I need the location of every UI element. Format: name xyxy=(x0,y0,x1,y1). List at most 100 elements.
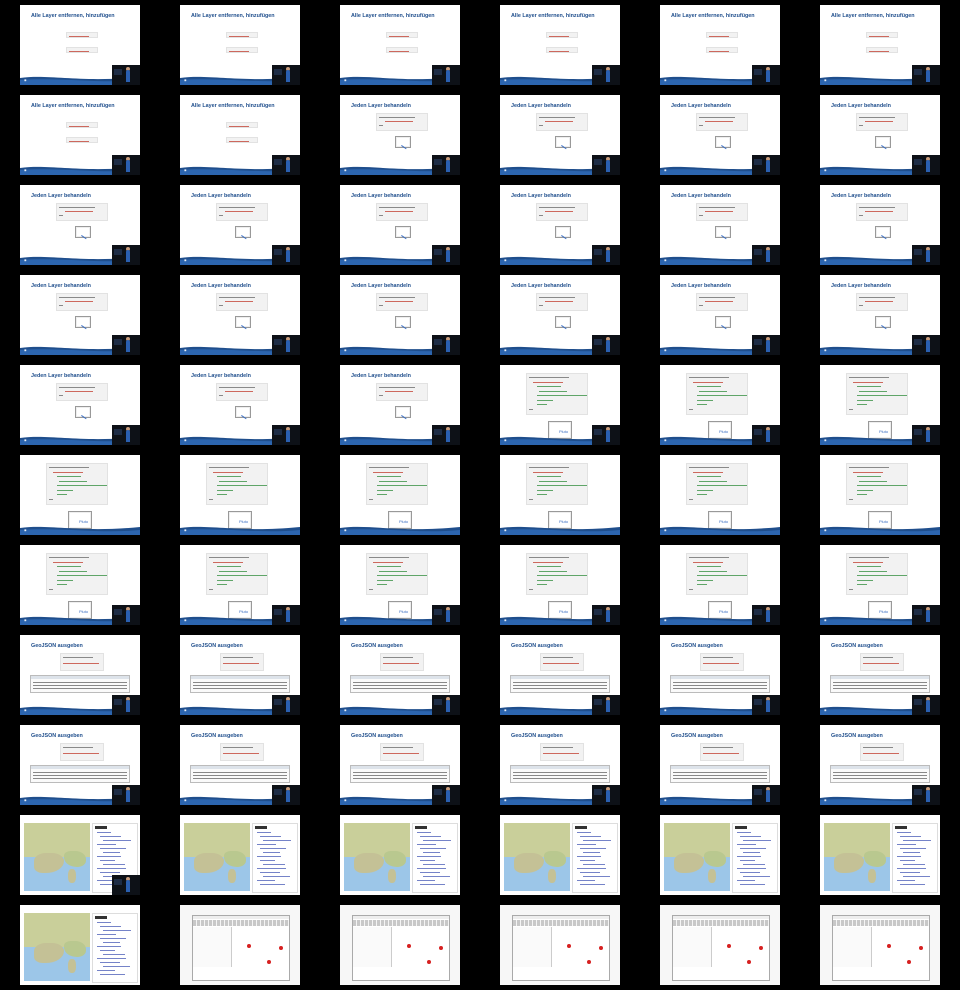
slide-thumbnail[interactable]: Jeden Layer behandeln ◉ xyxy=(180,365,300,445)
slide-thumbnail[interactable]: Pluto ◉ xyxy=(180,455,300,535)
slide-thumbnail[interactable]: Jeden Layer behandeln ◉ xyxy=(820,185,940,265)
slide-thumbnail[interactable]: Jeden Layer behandeln ◉ xyxy=(340,185,460,265)
code-line xyxy=(859,570,887,572)
slide-thumbnail[interactable]: Jeden Layer behandeln ◉ xyxy=(340,365,460,445)
speaker-person xyxy=(926,700,930,712)
slide-thumbnail[interactable]: Pluto ◉ xyxy=(660,455,780,535)
speaker-head xyxy=(926,247,930,251)
slide-thumbnail[interactable]: Alle Layer entfernen, hinzufügen ◉ xyxy=(180,95,300,175)
slide-thumbnail[interactable]: GeoJSON ausgeben ◉ xyxy=(660,635,780,715)
slide-thumbnail[interactable]: Pluto ◉ xyxy=(500,365,620,445)
slide-thumbnail[interactable] xyxy=(500,905,620,985)
slide-thumbnail[interactable]: Jeden Layer behandeln ◉ xyxy=(340,275,460,355)
slide-thumbnail[interactable]: Pluto ◉ xyxy=(820,545,940,625)
slide-thumbnail[interactable]: Jeden Layer behandeln ◉ xyxy=(660,185,780,265)
slide-thumbnail[interactable]: GeoJSON ausgeben ◉ xyxy=(340,635,460,715)
data-table xyxy=(510,765,610,783)
slide-thumbnail[interactable]: Pluto ◉ xyxy=(660,365,780,445)
slide-thumbnail[interactable]: Alle Layer entfernen, hinzufügen ◉ xyxy=(340,5,460,85)
json-line xyxy=(577,844,596,845)
slide-thumbnail[interactable]: Pluto ◉ xyxy=(340,455,460,535)
slide-thumbnail[interactable] xyxy=(340,905,460,985)
data-table xyxy=(670,675,770,693)
projector-screen xyxy=(114,429,122,435)
map-land xyxy=(704,851,726,867)
slide-thumbnail[interactable]: Jeden Layer behandeln ◉ xyxy=(500,185,620,265)
slide-thumbnail[interactable]: Alle Layer entfernen, hinzufügen ◉ xyxy=(500,5,620,85)
slide-thumbnail[interactable]: Pluto ◉ xyxy=(500,545,620,625)
code-line xyxy=(383,657,413,658)
slide-thumbnail[interactable]: Alle Layer entfernen, hinzufügen ◉ xyxy=(20,5,140,85)
popup-window xyxy=(390,513,410,527)
slide-thumbnail[interactable]: Jeden Layer behandeln ◉ xyxy=(820,95,940,175)
slide-thumbnail[interactable]: Jeden Layer behandeln ◉ xyxy=(660,95,780,175)
slide-thumbnail[interactable]: Pluto ◉ xyxy=(180,545,300,625)
table-row xyxy=(33,772,127,773)
slide-thumbnail[interactable]: Alle Layer entfernen, hinzufügen ◉ xyxy=(20,95,140,175)
slide-thumbnail[interactable]: Pluto ◉ xyxy=(820,455,940,535)
popup-window xyxy=(397,228,409,236)
slide-thumbnail[interactable]: Jeden Layer behandeln ◉ xyxy=(660,275,780,355)
logo-icon: ◉ xyxy=(24,258,27,262)
json-line xyxy=(577,832,591,833)
projector-screen xyxy=(914,159,922,165)
speaker-head xyxy=(766,697,770,701)
slide-thumbnail[interactable]: Pluto ◉ xyxy=(820,365,940,445)
slide-thumbnail[interactable] xyxy=(340,815,460,895)
table-tabs xyxy=(351,676,449,679)
slide-thumbnail[interactable] xyxy=(660,815,780,895)
slide-thumbnail[interactable] xyxy=(500,815,620,895)
slide-thumbnail[interactable]: Pluto ◉ xyxy=(660,545,780,625)
slide-thumbnail[interactable] xyxy=(180,815,300,895)
code-line xyxy=(377,494,387,495)
slide-thumbnail[interactable]: Alle Layer entfernen, hinzufügen ◉ xyxy=(660,5,780,85)
slide-footer: ◉ xyxy=(340,794,460,805)
slide-title: Jeden Layer behandeln xyxy=(31,373,91,379)
slide-thumbnail[interactable]: Pluto ◉ xyxy=(20,545,140,625)
popup-preview xyxy=(395,316,411,330)
slide-thumbnail[interactable]: GeoJSON ausgeben ◉ xyxy=(20,725,140,805)
code-line xyxy=(209,557,249,558)
slide-thumbnail[interactable]: Pluto ◉ xyxy=(340,545,460,625)
slide-thumbnail[interactable]: Pluto ◉ xyxy=(20,455,140,535)
logo-icon: ◉ xyxy=(824,78,827,82)
slide-thumbnail[interactable]: Jeden Layer behandeln ◉ xyxy=(500,275,620,355)
speaker-person xyxy=(606,700,610,712)
projector-screen xyxy=(754,249,762,255)
slide-thumbnail[interactable] xyxy=(180,905,300,985)
slide-thumbnail[interactable]: GeoJSON ausgeben ◉ xyxy=(500,635,620,715)
slide-thumbnail[interactable] xyxy=(820,905,940,985)
code-line xyxy=(209,588,213,590)
code-line xyxy=(859,480,887,482)
code-line xyxy=(857,476,881,477)
json-line xyxy=(100,974,125,975)
slide-thumbnail[interactable]: GeoJSON ausgeben ◉ xyxy=(20,635,140,715)
slide-thumbnail[interactable]: Jeden Layer behandeln ◉ xyxy=(500,95,620,175)
slide-thumbnail[interactable]: Jeden Layer behandeln ◉ xyxy=(180,275,300,355)
slide-thumbnail[interactable]: GeoJSON ausgeben ◉ xyxy=(180,725,300,805)
slide-thumbnail[interactable]: Jeden Layer behandeln ◉ xyxy=(340,95,460,175)
slide-thumbnail[interactable]: GeoJSON ausgeben ◉ xyxy=(180,635,300,715)
slide-thumbnail[interactable]: GeoJSON ausgeben ◉ xyxy=(820,635,940,715)
slide-thumbnail[interactable]: Alle Layer entfernen, hinzufügen ◉ xyxy=(180,5,300,85)
slide-thumbnail[interactable]: Jeden Layer behandeln ◉ xyxy=(820,275,940,355)
speaker-head xyxy=(126,67,130,71)
slide-thumbnail[interactable]: Jeden Layer behandeln ◉ xyxy=(20,365,140,445)
logo-icon: ◉ xyxy=(344,708,347,712)
slide-thumbnail[interactable]: Jeden Layer behandeln ◉ xyxy=(20,275,140,355)
slide-thumbnail[interactable]: Pluto ◉ xyxy=(500,455,620,535)
slide-thumbnail[interactable]: Jeden Layer behandeln ◉ xyxy=(20,185,140,265)
slide-thumbnail[interactable]: GeoJSON ausgeben ◉ xyxy=(500,725,620,805)
slide-thumbnail[interactable]: GeoJSON ausgeben ◉ xyxy=(660,725,780,805)
code-line xyxy=(63,657,93,658)
slide-thumbnail[interactable] xyxy=(20,815,140,895)
map-land xyxy=(834,853,864,873)
slide-thumbnail[interactable] xyxy=(20,905,140,985)
slide-thumbnail[interactable] xyxy=(820,815,940,895)
slide-thumbnail[interactable] xyxy=(660,905,780,985)
slide-thumbnail[interactable]: GeoJSON ausgeben ◉ xyxy=(340,725,460,805)
slide-thumbnail[interactable]: Jeden Layer behandeln ◉ xyxy=(180,185,300,265)
slide-thumbnail[interactable]: GeoJSON ausgeben ◉ xyxy=(820,725,940,805)
slide-thumbnail[interactable]: Alle Layer entfernen, hinzufügen ◉ xyxy=(820,5,940,85)
code-line xyxy=(697,584,707,585)
